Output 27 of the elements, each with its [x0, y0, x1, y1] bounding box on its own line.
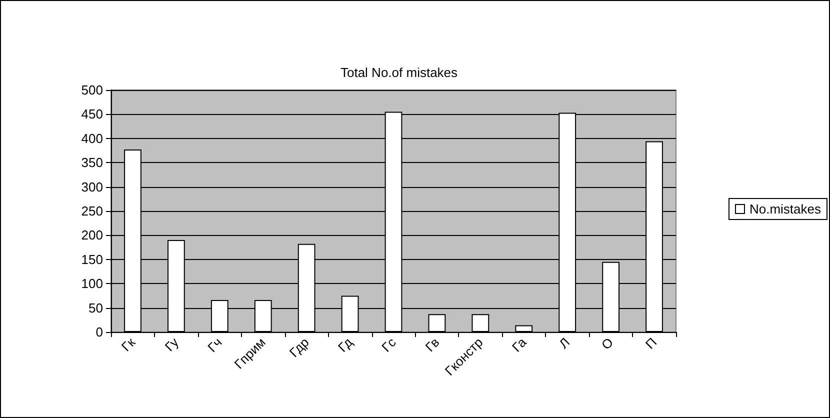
y-tick-label: 300 — [81, 179, 103, 194]
y-tick-label: 250 — [81, 204, 103, 218]
x-tick-label: Гд — [335, 334, 356, 356]
bar — [428, 314, 446, 332]
y-tick-label: 150 — [81, 252, 103, 267]
y-tick-label: 100 — [81, 276, 103, 292]
x-tick-label: Гу — [162, 334, 182, 354]
y-tick-label: 500 — [81, 82, 103, 98]
bar — [515, 325, 533, 332]
y-tick-label: 0 — [96, 324, 103, 340]
x-tick-label: О — [598, 334, 616, 352]
y-tick-label: 200 — [81, 228, 103, 243]
x-tick-label: Гдр — [286, 334, 312, 360]
x-tick-label: Гч — [204, 334, 225, 356]
legend-label: No.mistakes — [749, 202, 822, 216]
bar — [472, 314, 490, 332]
y-tick-label: 400 — [81, 130, 103, 146]
x-tick-label: Гс — [378, 334, 400, 355]
x-tick-label: П — [642, 334, 660, 352]
chart-title: Total No.of mistakes — [340, 65, 458, 80]
x-tick-label: Гк — [118, 334, 138, 354]
y-tick-label: 350 — [81, 155, 103, 170]
y-tick-label: 50 — [88, 300, 103, 316]
y-tick-label: 450 — [81, 106, 103, 122]
x-tick-label: Гв — [422, 334, 442, 355]
x-tick-label: Га — [509, 334, 530, 355]
x-tick-label: Л — [556, 334, 573, 352]
